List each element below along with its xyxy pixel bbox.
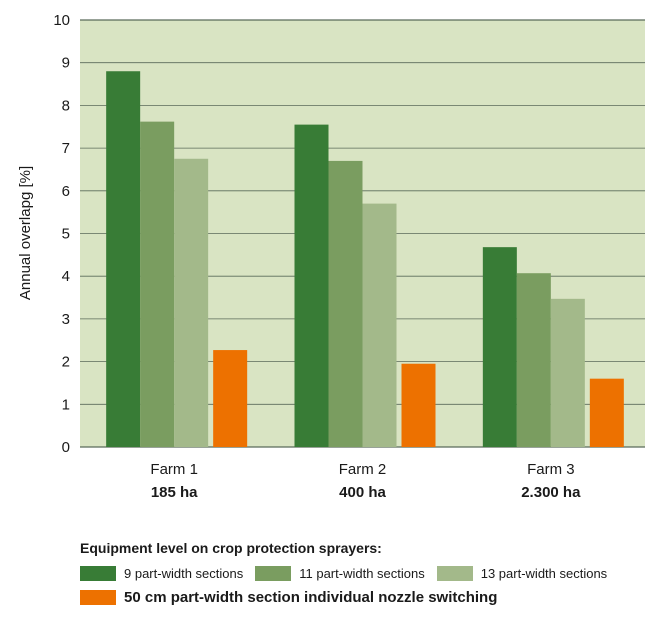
- x-category-sublabel: 400 ha: [339, 484, 386, 501]
- bar-farm-2-series-2: [328, 160, 363, 447]
- bar-farm-2-series-3: [362, 203, 397, 447]
- y-tick-label: 4: [62, 268, 70, 285]
- legend-item-9-sections: 9 part-width sections: [80, 566, 243, 581]
- y-tick-label: 1: [62, 396, 70, 413]
- y-tick-label: 8: [62, 97, 70, 114]
- legend-row-2: 50 cm part-width section individual nozz…: [80, 589, 660, 606]
- bar-farm-1-series-3: [174, 158, 209, 447]
- legend-swatch: [436, 566, 473, 581]
- y-tick-label: 10: [53, 12, 70, 29]
- legend-swatch: [80, 566, 116, 581]
- legend-row-1: 9 part-width sections 11 part-width sect…: [80, 566, 660, 581]
- y-tick-label: 9: [62, 55, 70, 72]
- y-tick-label: 2: [62, 354, 70, 371]
- y-tick-label: 5: [62, 226, 70, 243]
- y-axis-label: Annual overlapg [%]: [17, 166, 34, 300]
- legend: Equipment level on crop protection spray…: [80, 540, 660, 606]
- bar-farm-1-series-1: [106, 71, 141, 448]
- legend-title: Equipment level on crop protection spray…: [80, 540, 382, 556]
- x-category-sublabel: 185 ha: [151, 484, 198, 501]
- legend-item-nozzle-switching: 50 cm part-width section individual nozz…: [80, 589, 497, 606]
- y-tick-label: 7: [62, 140, 70, 157]
- bar-farm-1-series-4: [213, 350, 248, 447]
- bar-farm-3-series-1: [482, 247, 517, 447]
- bar-farm-3-series-2: [516, 273, 551, 447]
- y-tick-label: 0: [62, 439, 70, 456]
- legend-item-13-sections: 13 part-width sections: [436, 566, 608, 581]
- bars: [106, 71, 624, 448]
- legend-label: 50 cm part-width section individual nozz…: [124, 589, 498, 606]
- legend-label: 11 part-width sections: [299, 566, 425, 581]
- bar-farm-3-series-4: [589, 378, 624, 447]
- legend-swatch: [255, 566, 292, 581]
- y-tick-label: 6: [62, 183, 70, 200]
- x-axis-categories: Farm 1 185 ha Farm 2 400 ha Farm 3 2.300 ha: [150, 461, 581, 501]
- legend-label: 9 part-width sections: [124, 566, 244, 581]
- y-axis-ticks: 0 1 2 3 4 5 6 7 8 9 10: [53, 12, 70, 456]
- x-category-label: Farm 3: [527, 461, 575, 478]
- bar-farm-3-series-3: [550, 298, 585, 447]
- bar-farm-1-series-2: [140, 121, 175, 447]
- bar-farm-2-series-1: [294, 124, 329, 448]
- x-category-label: Farm 2: [339, 461, 387, 478]
- legend-item-11-sections: 11 part-width sections: [255, 566, 425, 581]
- x-category-sublabel: 2.300 ha: [521, 484, 581, 501]
- legend-label: 13 part-width sections: [480, 566, 608, 581]
- y-tick-label: 3: [62, 311, 70, 328]
- bar-farm-2-series-4: [401, 363, 436, 447]
- x-category-label: Farm 1: [150, 461, 198, 478]
- legend-swatch: [80, 590, 116, 605]
